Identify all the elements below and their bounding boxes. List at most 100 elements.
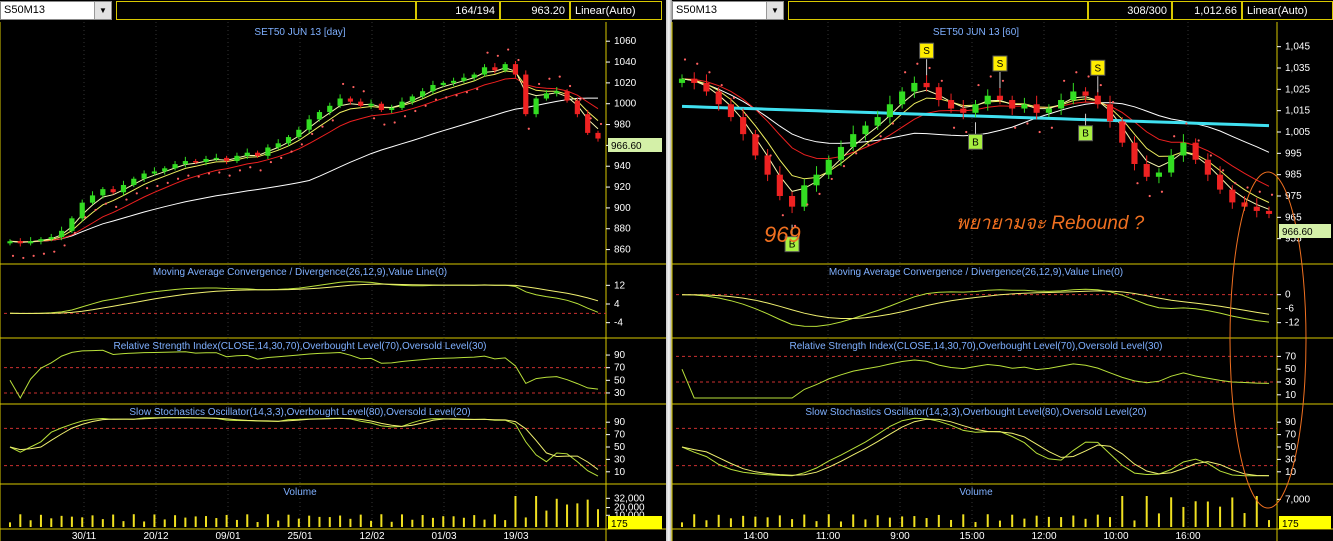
sar-dot [300, 143, 303, 146]
sar-dot [228, 174, 231, 177]
volume-bar [493, 514, 496, 527]
volume-bar [225, 514, 228, 527]
volume-tag: 175 [1282, 519, 1299, 530]
sar-dot [403, 115, 407, 118]
sar-dot [891, 122, 894, 125]
sar-dot [527, 127, 530, 130]
candle-body [389, 107, 395, 110]
volume-bar [153, 514, 156, 527]
volume-bar [864, 519, 867, 527]
volume-tag: 175 [611, 519, 628, 530]
candle-body [38, 239, 44, 242]
indicator-tick-label: 30 [614, 454, 626, 465]
sar-dot [952, 126, 956, 129]
volume-bar [132, 514, 135, 527]
candle-body [595, 132, 601, 139]
cursor-price: 1,012.66 [1172, 1, 1242, 20]
candle-body [554, 91, 560, 94]
volume-bar [70, 516, 73, 527]
sar-dot [280, 156, 283, 159]
candle-body [935, 87, 942, 100]
volume-bar [1145, 496, 1148, 527]
sar-dot [321, 125, 324, 128]
volume-bar [411, 519, 414, 527]
sar-dot [818, 192, 821, 195]
sar-dot [166, 181, 169, 185]
volume-bar [163, 519, 166, 527]
sar-dot [125, 198, 128, 201]
sar-dot [42, 252, 46, 255]
sar-dot [424, 104, 427, 107]
sar-dot [1160, 190, 1164, 193]
volume-bar [421, 515, 424, 527]
sar-dot [1001, 79, 1005, 82]
indicator-line [9, 283, 599, 314]
volume-bar [888, 517, 891, 527]
candle-body [850, 134, 857, 147]
price-tick-label: 1,005 [1285, 127, 1310, 138]
pane-toolbar: S50M13 ▼ 308/300 1,012.66 Linear(Auto) [672, 0, 1333, 22]
ma-fast-line [9, 67, 599, 243]
chart-pane-left[interactable]: S50M13 ▼ 164/194 963.20 Linear(Auto) SET… [0, 0, 666, 541]
candle-body [1131, 142, 1138, 164]
sar-dot [989, 75, 992, 78]
sar-dot [11, 254, 15, 257]
sar-dot [928, 66, 931, 70]
candle-body [213, 157, 219, 160]
sar-dot [916, 62, 919, 65]
price-tick-label: 860 [614, 245, 631, 256]
volume-bar [901, 516, 904, 527]
candle-body [715, 91, 722, 105]
sar-dot [311, 132, 314, 136]
price-tick-label: 1,045 [1285, 42, 1310, 53]
candle-body [440, 82, 446, 85]
chart-canvas-left[interactable]: SET50 JUN 13 [day] 1060 1040 1020 1000 980 96… [0, 0, 666, 541]
chevron-down-icon[interactable]: ▼ [766, 2, 783, 19]
indicator-tick-label: 20,000 [614, 503, 645, 514]
candle-body [471, 74, 477, 78]
price-tick-label: 955 [1285, 234, 1302, 245]
volume-bar [1133, 520, 1136, 527]
volume-bar [925, 518, 928, 527]
candle-body [327, 105, 333, 113]
buy-signal [968, 133, 983, 150]
price-tag-bg [608, 138, 662, 152]
chart-canvas-right[interactable]: SET50 JUN 13 [60] 1,045 1,035 1,025 1,015 1,… [671, 0, 1333, 541]
symbol-select[interactable]: S50M13 ▼ [0, 1, 112, 20]
volume-bar [827, 514, 830, 527]
volume-bar [143, 521, 146, 527]
candle-body [837, 146, 845, 160]
candle-body [17, 241, 23, 244]
chevron-down-icon[interactable]: ▼ [94, 2, 111, 19]
sar-dot [414, 109, 417, 113]
candle-body [234, 155, 240, 162]
volume-bar [205, 516, 207, 527]
volume-bar [913, 516, 916, 527]
candle-body [972, 104, 979, 113]
pane-splitter[interactable] [666, 0, 672, 541]
bar-count: 164/194 [416, 1, 500, 20]
price-tick-label: 880 [614, 224, 631, 235]
candle-body [752, 134, 759, 156]
volume-bar [235, 519, 238, 527]
candle-body [1253, 206, 1260, 211]
volume-bar [754, 516, 757, 527]
sar-dot [558, 75, 561, 78]
sar-dot [781, 214, 784, 217]
candle-body [801, 185, 808, 207]
indicator-tick-label: 50 [1285, 442, 1297, 453]
sar-dot [1173, 135, 1176, 138]
symbol-select[interactable]: S50M13 ▼ [672, 1, 784, 20]
volume-bar [194, 516, 197, 527]
scale-mode-button[interactable]: Linear(Auto) [570, 1, 662, 20]
volume-bar [29, 520, 32, 527]
volume-bar [545, 510, 548, 527]
indicator-tick-label: 30 [614, 388, 626, 399]
candle-body [1204, 159, 1211, 175]
sar-dot [589, 117, 592, 120]
volume-bar [1084, 518, 1087, 527]
candle-body [306, 119, 312, 130]
chart-pane-right[interactable]: S50M13 ▼ 308/300 1,012.66 Linear(Auto) S… [671, 0, 1333, 541]
indicator-line [681, 359, 1270, 399]
indicator-tick-label: 90 [1285, 417, 1297, 428]
